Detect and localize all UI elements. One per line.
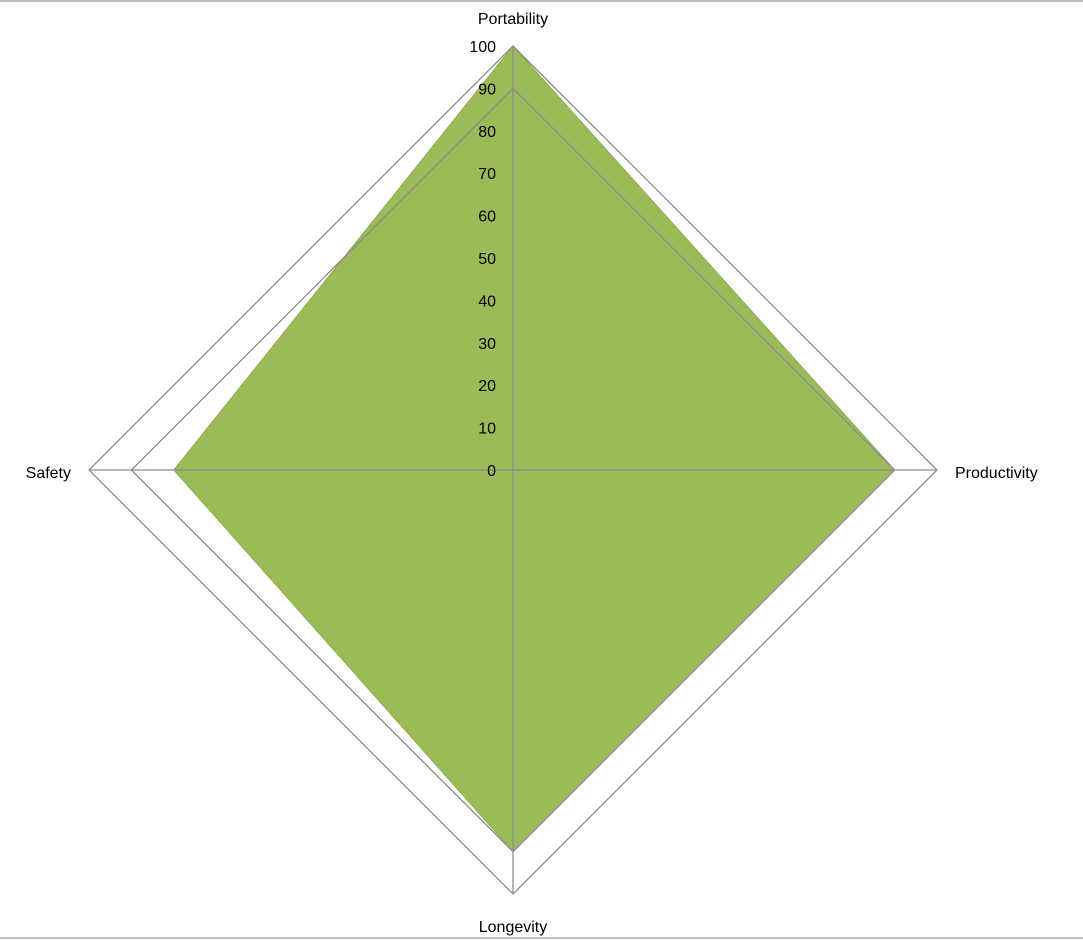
tick-label-100: 100 [469, 39, 496, 56]
series-layer [173, 45, 896, 853]
tick-label-40: 40 [478, 293, 496, 310]
series-area-0 [173, 45, 896, 853]
tick-label-10: 10 [478, 421, 496, 438]
tick-label-layer: 0 10 20 30 40 50 60 70 80 90 100 [469, 39, 496, 480]
category-label-layer: Portability Productivity Longevity Safety [26, 11, 1038, 936]
tick-label-70: 70 [478, 166, 496, 183]
grid-layer [88, 45, 938, 895]
tick-label-0: 0 [487, 463, 496, 480]
tick-label-30: 30 [478, 336, 496, 353]
category-label-productivity: Productivity [955, 465, 1038, 482]
tick-label-20: 20 [478, 378, 496, 395]
tick-label-60: 60 [478, 209, 496, 226]
tick-label-90: 90 [478, 81, 496, 98]
tick-label-50: 50 [478, 251, 496, 268]
category-label-portability: Portability [478, 11, 548, 28]
category-label-safety: Safety [26, 465, 71, 482]
tick-label-80: 80 [478, 124, 496, 141]
category-label-longevity: Longevity [479, 919, 548, 936]
